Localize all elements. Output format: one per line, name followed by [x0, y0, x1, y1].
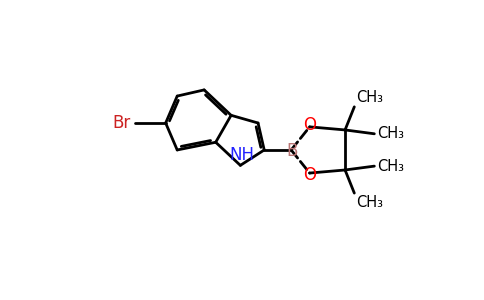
Text: CH₃: CH₃ — [356, 90, 383, 105]
Text: B: B — [286, 142, 298, 160]
Text: Br: Br — [113, 114, 131, 132]
Text: O: O — [303, 166, 316, 184]
Text: NH: NH — [229, 146, 255, 164]
Text: CH₃: CH₃ — [356, 195, 383, 210]
Text: CH₃: CH₃ — [377, 126, 404, 141]
Text: CH₃: CH₃ — [377, 159, 404, 174]
Text: O: O — [303, 116, 316, 134]
